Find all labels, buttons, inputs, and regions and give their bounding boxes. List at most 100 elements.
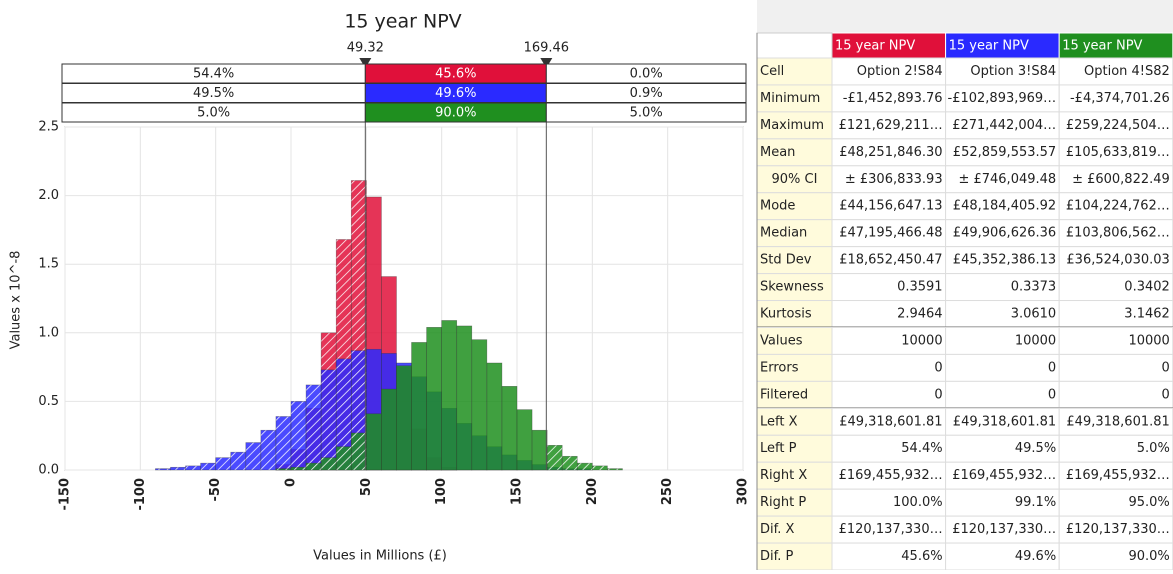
table-cell <box>945 111 1060 140</box>
table-value: -£102,893,969… <box>948 91 1057 106</box>
bar <box>290 401 307 471</box>
table-cell <box>756 407 833 436</box>
table-cell <box>945 219 1060 248</box>
table-value: £120,137,330… <box>839 522 943 537</box>
table-cell <box>1058 111 1173 140</box>
bar <box>170 466 186 471</box>
table-header: 15 year NPV <box>1062 39 1142 54</box>
table-corner <box>756 32 833 59</box>
bar <box>275 468 292 471</box>
table-cell <box>1058 407 1173 436</box>
probability-label: 45.6% <box>435 67 476 82</box>
table-cell <box>1058 542 1173 571</box>
table-value: 99.1% <box>1015 495 1056 510</box>
table-value: £103,806,562… <box>1066 226 1170 241</box>
table-value: 49.5% <box>1015 441 1056 456</box>
y-tick-label: 2.0 <box>38 188 59 203</box>
table-cell <box>756 84 833 113</box>
bar <box>290 466 307 471</box>
table-header: 15 year NPV <box>949 39 1029 54</box>
row-label: Mean <box>760 145 795 160</box>
table-cell <box>945 300 1060 328</box>
x-axis-label: Values in Millions (£) <box>313 549 447 564</box>
table-cell <box>945 488 1060 517</box>
row-label: Skewness <box>760 280 824 295</box>
table-value: £48,184,405.92 <box>953 199 1056 214</box>
table-value: 49.6% <box>1015 549 1056 564</box>
table-cell <box>831 111 947 140</box>
table-cell <box>831 353 947 382</box>
table-value: £49,906,626.36 <box>953 226 1056 241</box>
row-label: Left X <box>760 414 798 429</box>
table-cell <box>756 380 833 409</box>
probability-cell <box>545 102 747 123</box>
table-cell <box>756 246 833 275</box>
y-tick-label: 1.5 <box>38 257 59 272</box>
table-value: £259,224,504… <box>1066 118 1170 133</box>
bar <box>516 409 533 471</box>
table-value: 0.3591 <box>897 280 943 295</box>
bar <box>215 457 232 471</box>
x-tick-label: 250 <box>660 478 675 505</box>
x-tick-label: 300 <box>736 478 751 505</box>
row-label: Maximum <box>760 118 824 133</box>
table-cell <box>831 165 947 194</box>
table-cell <box>831 273 947 302</box>
table-cell <box>1058 138 1173 167</box>
table-value: 0 <box>934 387 942 402</box>
table-cell <box>831 461 947 490</box>
row-label: Median <box>760 226 807 241</box>
table-cell <box>1058 380 1173 409</box>
table-cell <box>945 273 1060 302</box>
panel-header <box>757 0 1173 33</box>
delimiter-label: 169.46 <box>524 41 570 56</box>
table-value: ± £746,049.48 <box>958 172 1056 187</box>
table-value: 0 <box>934 360 942 375</box>
bar <box>200 462 216 471</box>
row-label: Kurtosis <box>760 307 812 322</box>
table-cell <box>831 246 947 275</box>
table-value: ± £306,833.93 <box>845 172 943 187</box>
bar <box>486 362 503 471</box>
row-label: Right P <box>760 495 806 510</box>
x-tick-label: -50 <box>208 478 223 502</box>
table-value: £47,195,466.48 <box>839 226 942 241</box>
table-cell <box>945 515 1060 544</box>
table-value: £120,137,330… <box>1066 522 1170 537</box>
bar <box>275 416 292 471</box>
table-value: 10000 <box>901 333 942 348</box>
probability-label: 0.9% <box>630 86 663 101</box>
bar <box>456 325 473 471</box>
table-cell <box>1058 219 1173 248</box>
row-label: Filtered <box>760 387 808 402</box>
x-tick-label: 150 <box>510 478 525 505</box>
bar <box>441 320 458 471</box>
table-value: 100.0% <box>893 495 943 510</box>
row-label: Left P <box>760 441 797 456</box>
table-value: -£1,452,893.76 <box>843 91 943 106</box>
table-value: 3.0610 <box>1011 307 1057 322</box>
table-value: £121,629,211… <box>839 118 943 133</box>
probability-label: 5.0% <box>630 106 663 121</box>
table-cell <box>945 380 1060 409</box>
table-value: £169,455,932… <box>1066 468 1170 483</box>
table-value: £120,137,330… <box>952 522 1056 537</box>
bar <box>411 342 427 471</box>
y-tick-label: 1.0 <box>38 325 59 340</box>
table-cell <box>756 542 833 571</box>
table-value: £104,224,762… <box>1066 199 1170 214</box>
table-value: £49,318,601.81 <box>953 414 1056 429</box>
table-cell <box>831 488 947 517</box>
table-value: 5.0% <box>1137 441 1170 456</box>
table-cell <box>831 326 947 355</box>
row-label: Cell <box>760 64 784 79</box>
table-cell <box>756 300 833 328</box>
table-value: £52,859,553.57 <box>953 145 1056 160</box>
bar <box>531 429 548 471</box>
probability-label: 90.0% <box>435 106 476 121</box>
bar <box>245 442 262 471</box>
bar <box>576 462 593 471</box>
x-tick-label: -100 <box>133 478 148 511</box>
x-tick-label: -150 <box>58 478 73 511</box>
table-cell <box>945 353 1060 382</box>
